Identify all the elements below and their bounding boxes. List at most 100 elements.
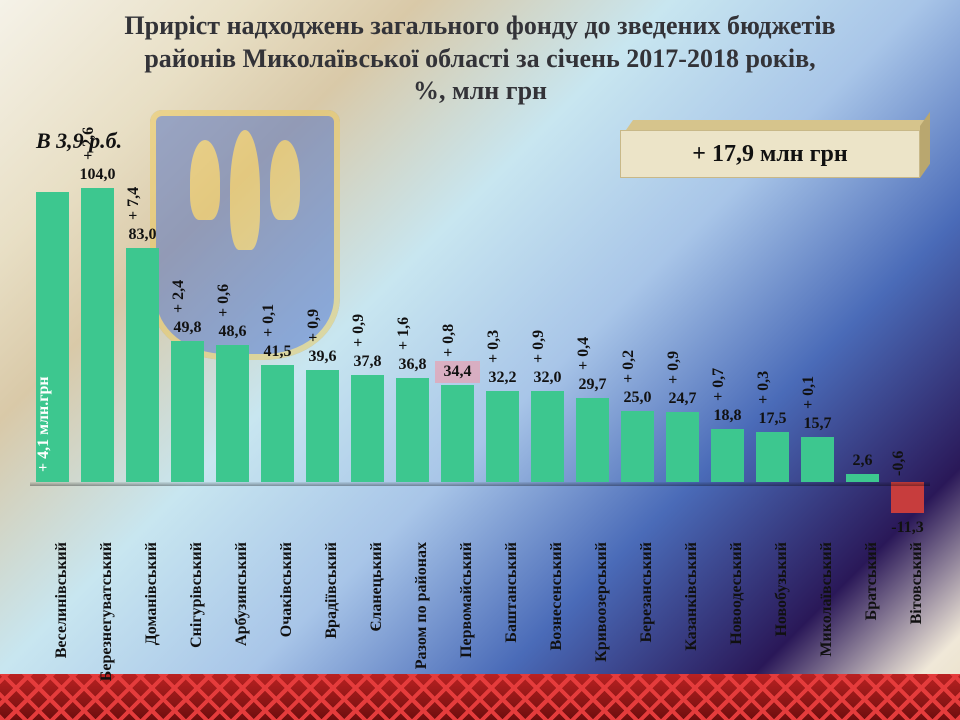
bar-positive bbox=[396, 378, 428, 482]
bar-column: 48,6+ 0,6 bbox=[210, 345, 255, 482]
bar-column: 36,8+ 1,6 bbox=[390, 378, 435, 482]
value-label: 39,6 bbox=[309, 348, 337, 366]
category-label: Казанківський bbox=[683, 542, 701, 651]
category-label: Разом по районах bbox=[413, 542, 431, 669]
category-label: Братський bbox=[863, 542, 881, 620]
bar-positive bbox=[531, 391, 563, 481]
category-label: Первомайський bbox=[458, 542, 476, 658]
category-label: Снігурівський bbox=[188, 542, 206, 648]
chart-title: Приріст надходжень загального фонду до з… bbox=[0, 0, 960, 114]
value-label: 41,5 bbox=[264, 343, 292, 361]
increment-label: + 0,6 bbox=[215, 283, 233, 316]
category-label: Миколаївський bbox=[818, 542, 836, 657]
value-label: 49,8 bbox=[174, 319, 202, 337]
category-label: Баштанський bbox=[503, 542, 521, 643]
category-label: Доманівський bbox=[143, 542, 161, 645]
value-label: 29,7 bbox=[579, 376, 607, 394]
value-label: 104,0 bbox=[80, 166, 116, 184]
bar-positive bbox=[756, 432, 788, 481]
title-line-1: Приріст надходжень загального фонду до з… bbox=[40, 10, 920, 43]
increment-label: + 0,4 bbox=[575, 337, 593, 370]
bar-positive bbox=[216, 345, 248, 482]
bar-positive bbox=[81, 188, 113, 481]
bar-positive bbox=[261, 365, 293, 482]
increment-label: + 0,9 bbox=[530, 330, 548, 363]
increment-label: + 2,6 bbox=[80, 127, 98, 160]
increment-label: + 1,6 bbox=[395, 317, 413, 350]
bar-positive bbox=[441, 385, 473, 482]
increment-label: + 7,4 bbox=[125, 186, 143, 219]
chart-baseline bbox=[30, 482, 930, 486]
category-label: Очаківський bbox=[278, 542, 296, 637]
increment-label: + 0,9 bbox=[665, 351, 683, 384]
category-label: Веселинівський bbox=[53, 542, 71, 658]
value-label: 34,4 bbox=[444, 363, 472, 381]
value-label: 25,0 bbox=[624, 389, 652, 407]
bar-column: 32,0+ 0,9 bbox=[525, 391, 570, 481]
value-label: 17,5 bbox=[759, 410, 787, 428]
bar-column: 32,2+ 0,3 bbox=[480, 391, 525, 482]
value-label: 15,7 bbox=[804, 415, 832, 433]
bar-positive bbox=[666, 412, 698, 482]
category-label: Арбузинський bbox=[233, 542, 251, 646]
value-label: 36,8 bbox=[399, 356, 427, 374]
increment-label: + 2,4 bbox=[170, 280, 188, 313]
bar-column: 2,6 bbox=[840, 474, 885, 481]
increment-label: + 0,3 bbox=[755, 371, 773, 404]
bar-column: 39,6+ 0,9 bbox=[300, 370, 345, 482]
increment-label: + 0,9 bbox=[305, 309, 323, 342]
bar-column: 15,7+ 0,1 bbox=[795, 437, 840, 481]
bar-positive bbox=[171, 341, 203, 481]
bar-column: 41,5+ 0,1 bbox=[255, 365, 300, 482]
increment-label: + 0,8 bbox=[440, 323, 458, 356]
bar-column: 29,7+ 0,4 bbox=[570, 398, 615, 482]
title-line-3: %, млн грн bbox=[40, 75, 920, 108]
category-label: Березанський bbox=[638, 542, 656, 643]
category-label: Новоодеський bbox=[728, 542, 746, 645]
bar-positive bbox=[576, 398, 608, 482]
increment-label: + 0,7 bbox=[710, 367, 728, 400]
bar-column: 83,0+ 7,4 bbox=[120, 248, 165, 482]
value-label: 32,2 bbox=[489, 369, 517, 387]
bar-positive bbox=[711, 429, 743, 482]
value-label: -11,3 bbox=[891, 519, 923, 537]
bar-positive bbox=[801, 437, 833, 481]
bar-column: 34,4+ 0,8 bbox=[435, 385, 480, 482]
category-label: Кривоозерський bbox=[593, 542, 611, 662]
summary-callout-text: + 17,9 млн грн bbox=[620, 130, 920, 178]
increment-label: + 4,1 млн.грн bbox=[35, 376, 53, 472]
bar-positive bbox=[621, 411, 653, 481]
summary-callout: + 17,9 млн грн bbox=[620, 130, 920, 178]
increment-label: + 0,1 bbox=[800, 376, 818, 409]
category-label: Новобузький bbox=[773, 542, 791, 637]
value-label: 18,8 bbox=[714, 407, 742, 425]
bar-chart: В 3,9 р.б. + 4,1 млн.грн104,0+ 2,683,0+ … bbox=[30, 122, 930, 702]
increment-label: + 0,9 bbox=[350, 314, 368, 347]
bar-column: 17,5+ 0,3 bbox=[750, 432, 795, 481]
value-label: 83,0 bbox=[129, 226, 157, 244]
value-label: 32,0 bbox=[534, 369, 562, 387]
increment-label: + 0,3 bbox=[485, 330, 503, 363]
increment-label: -0,6 bbox=[890, 450, 908, 475]
bar-positive bbox=[846, 474, 878, 481]
title-line-2: районів Миколаївської області за січень … bbox=[40, 43, 920, 76]
bar-negative bbox=[891, 482, 923, 514]
value-label: 37,8 bbox=[354, 353, 382, 371]
category-label: Врадіївський bbox=[323, 542, 341, 639]
category-label: Березнегуватський bbox=[98, 542, 116, 681]
bar-positive bbox=[351, 375, 383, 482]
increment-label: + 0,1 bbox=[260, 303, 278, 336]
increment-label: + 0,2 bbox=[620, 350, 638, 383]
bar-column: 24,7+ 0,9 bbox=[660, 412, 705, 482]
value-label: 24,7 bbox=[669, 390, 697, 408]
bar-column: 25,0+ 0,2 bbox=[615, 411, 660, 481]
bar-positive bbox=[126, 248, 158, 482]
category-label: Єланецький bbox=[368, 542, 386, 631]
value-label: 2,6 bbox=[853, 452, 873, 470]
value-label: 48,6 bbox=[219, 323, 247, 341]
bar-column: 37,8+ 0,9 bbox=[345, 375, 390, 482]
category-label: Вознесенський bbox=[548, 542, 566, 650]
bar-column: 18,8+ 0,7 bbox=[705, 429, 750, 482]
bar-positive bbox=[306, 370, 338, 482]
bar-column: 49,8+ 2,4 bbox=[165, 341, 210, 481]
